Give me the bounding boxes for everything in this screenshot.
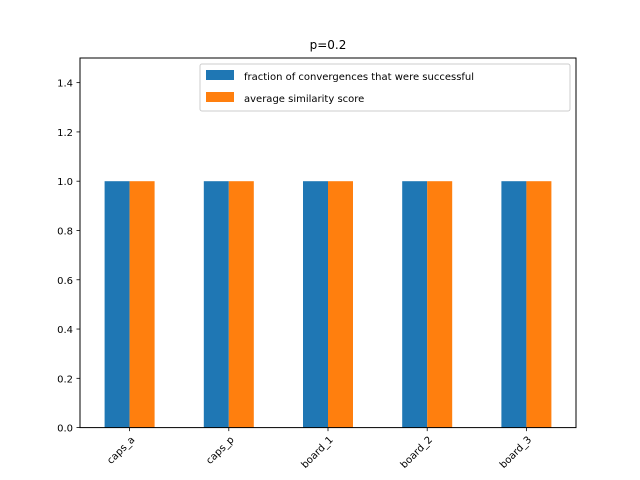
bar-caps_p-series-0: [203, 181, 229, 428]
legend-label-similarity: average similarity score: [244, 94, 364, 105]
y-axis: 0.0 0.2 0.4 0.6 0.8 1.0 1.2 1.4: [57, 79, 80, 435]
x-tick-label-caps_a: caps_a: [105, 435, 137, 467]
y-tick-label: 0.8: [57, 226, 73, 237]
bar-caps_p-series-1: [228, 181, 254, 428]
bar-caps_a-series-0: [104, 181, 130, 428]
bars-group: [104, 181, 552, 428]
legend-label-successful: fraction of convergences that were succe…: [244, 72, 474, 83]
x-axis: caps_a caps_p board_1 board_2 board_3: [105, 427, 534, 471]
legend-swatch-similarity: [206, 92, 234, 102]
bar-board_3-series-1: [526, 181, 552, 428]
bar-board_1-series-1: [328, 181, 353, 428]
legend: fraction of convergences that were succe…: [199, 63, 571, 112]
bar-caps_a-series-1: [129, 181, 155, 428]
x-tick-label-caps_p: caps_p: [204, 435, 236, 467]
legend-swatch-successful: [206, 70, 234, 80]
x-tick-label-board_1: board_1: [300, 435, 336, 471]
bar-board_3-series-0: [501, 181, 527, 428]
x-tick-label-board_3: board_3: [498, 435, 534, 471]
y-tick-label: 0.0: [57, 424, 73, 435]
legend-box: [199, 63, 571, 112]
y-tick-label: 0.2: [57, 374, 73, 385]
y-tick-label: 1.2: [57, 128, 73, 139]
chart-title: p=0.2: [310, 38, 347, 52]
x-tick-label-board_2: board_2: [399, 435, 435, 471]
bar-board_2-series-1: [427, 181, 453, 428]
bar-board_1-series-0: [303, 181, 328, 428]
y-tick-label: 1.4: [57, 79, 73, 90]
y-tick-label: 0.6: [57, 276, 73, 287]
y-tick-label: 1.0: [57, 177, 73, 188]
bar-board_2-series-0: [402, 181, 428, 428]
y-tick-label: 0.4: [57, 325, 73, 336]
